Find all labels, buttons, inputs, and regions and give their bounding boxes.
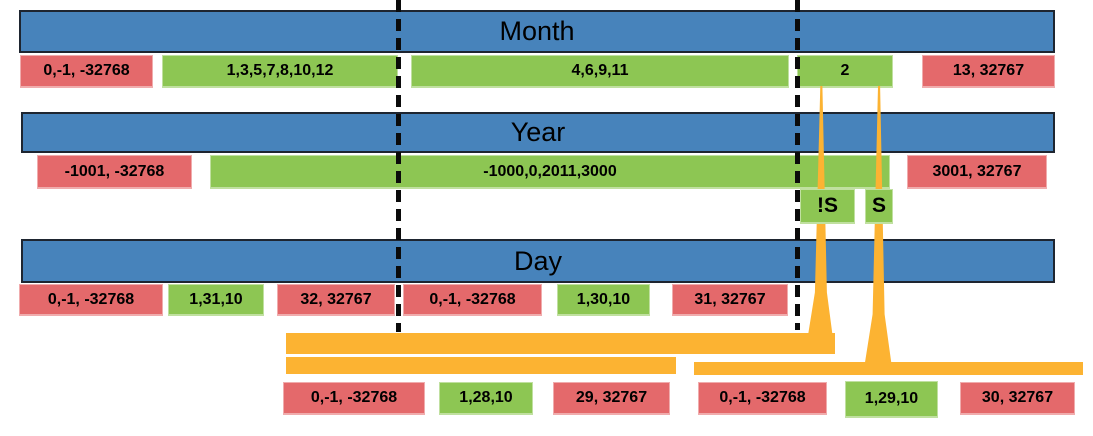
connector-bar-nonleap-top (286, 333, 835, 354)
month-bar: Month (19, 10, 1055, 53)
day31-partition-invalid-high: 32, 32767 (277, 284, 395, 316)
year-partition-invalid-high: 3001, 32767 (907, 155, 1047, 189)
feb28-partition-invalid-low: 0,-1, -32768 (283, 382, 425, 415)
feb29-partition-valid: 1,29,10 (845, 381, 938, 418)
month-partition-30day-months: 4,6,9,11 (411, 55, 789, 88)
connector-bar-nonleap-bottom (286, 357, 676, 374)
year-bar: Year (21, 112, 1055, 153)
day31-partition-valid: 1,31,10 (168, 284, 264, 316)
day-title: Day (513, 245, 562, 276)
month-partition-february: 2 (797, 55, 893, 88)
day30-partition-invalid-low: 0,-1, -32768 (403, 284, 542, 316)
year-title: Year (510, 117, 566, 147)
day31-partition-invalid-low: 0,-1, -32768 (19, 284, 163, 316)
day30-partition-valid: 1,30,10 (557, 284, 650, 316)
month-partition-invalid-low: 0,-1, -32768 (20, 55, 153, 88)
month-title: Month (499, 16, 575, 46)
boundary-dashed-line-left (396, 0, 401, 332)
feb28-partition-invalid-high: 29, 32767 (553, 382, 670, 415)
day-bar: Day (21, 239, 1055, 283)
flag-leap-year: S (865, 189, 893, 224)
feb29-partition-invalid-high: 30, 32767 (960, 382, 1075, 415)
boundary-dashed-line-right (795, 0, 800, 330)
month-partition-31day-months: 1,3,5,7,8,10,12 (162, 55, 398, 88)
year-partition-valid: -1000,0,2011,3000 (210, 155, 890, 189)
feb28-partition-valid: 1,28,10 (439, 382, 533, 415)
day30-partition-invalid-high: 31, 32767 (672, 284, 788, 316)
year-partition-invalid-low: -1001, -32768 (37, 155, 192, 189)
month-partition-invalid-high: 13, 32767 (922, 55, 1055, 88)
flag-nonleap-year: !S (800, 189, 855, 224)
feb29-partition-invalid-low: 0,-1, -32768 (698, 382, 827, 415)
